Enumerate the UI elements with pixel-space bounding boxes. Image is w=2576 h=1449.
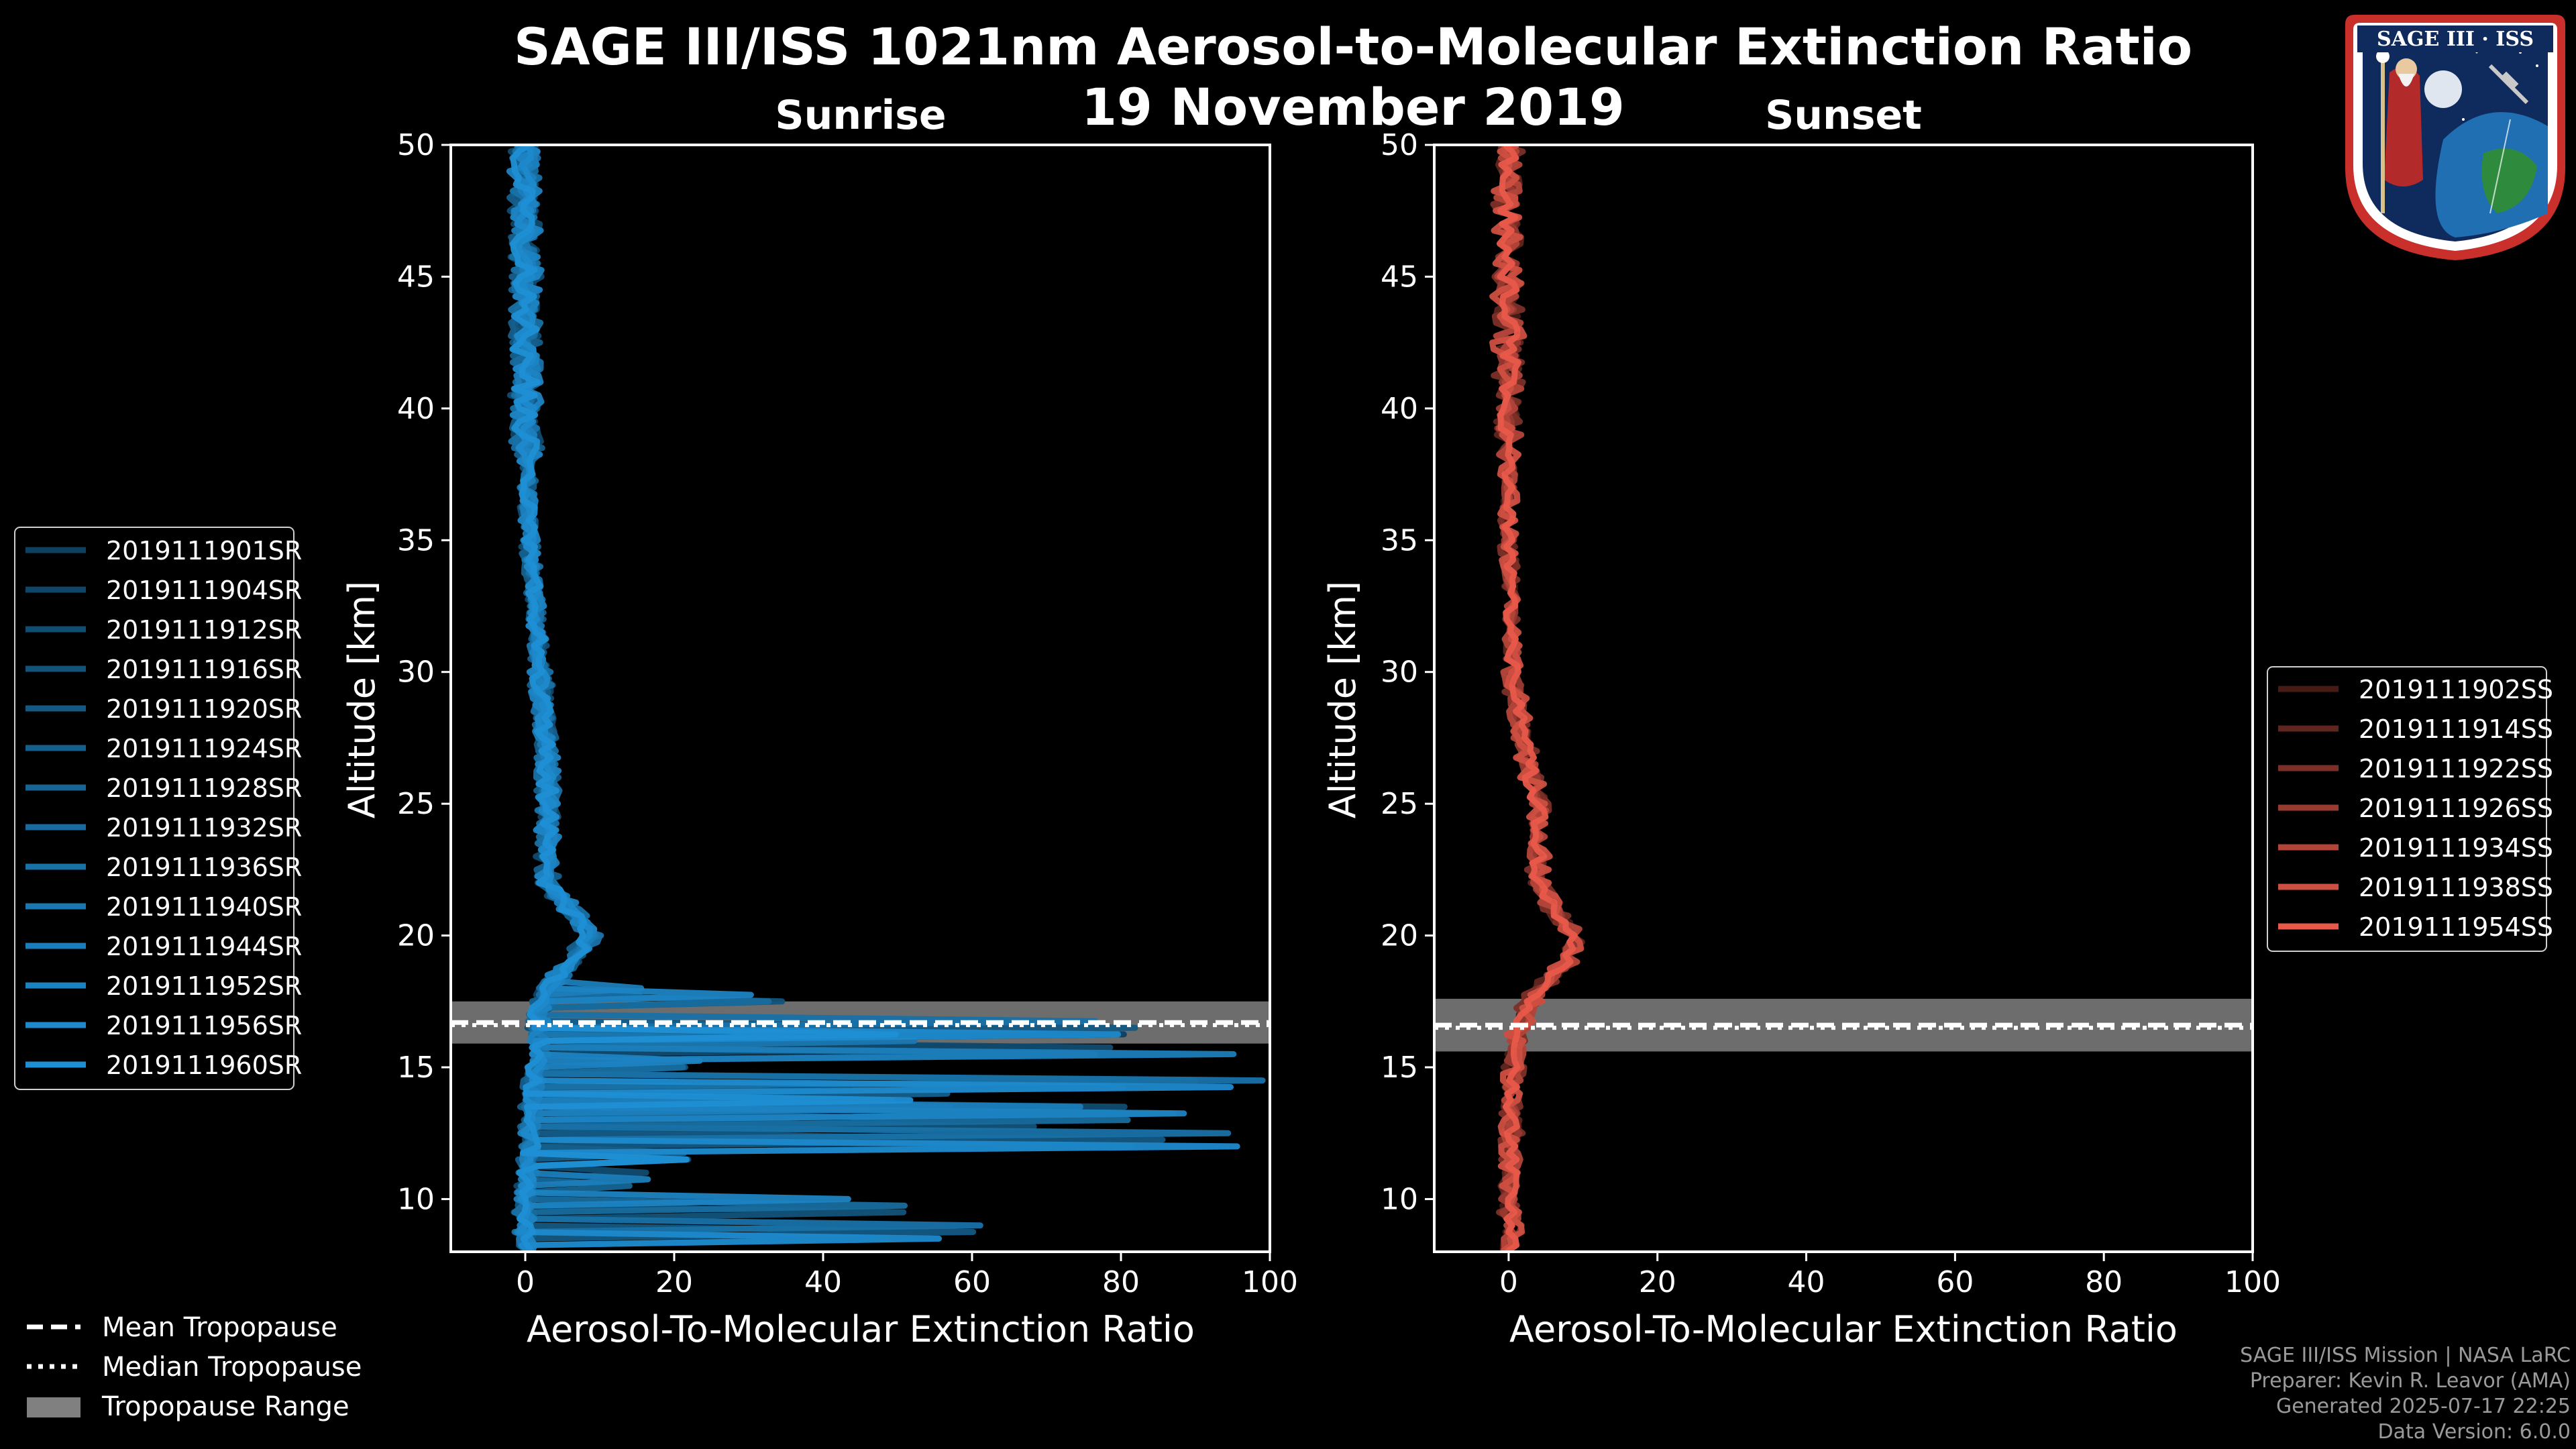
- sunrise-legend-label: 2019111912SR: [106, 615, 302, 645]
- sunrise-xtick-label: 40: [804, 1265, 842, 1299]
- sunrise-xlabel: Aerosol-To-Molecular Extinction Ratio: [527, 1308, 1195, 1350]
- sunset-legend-label: 2019111914SS: [2359, 714, 2553, 744]
- sunrise-legend-label: 2019111924SR: [106, 734, 302, 763]
- median-tropopause-label: Median Tropopause: [102, 1352, 362, 1383]
- sunrise-ytick-label: 20: [397, 919, 435, 953]
- sunrise-legend-entries: 2019111901SR 2019111904SR 2019111912SR 2019…: [25, 536, 302, 1080]
- sunrise-ytick-label: 40: [397, 392, 435, 426]
- sunset-legend-label: 2019111926SS: [2359, 794, 2553, 823]
- sunset-ytick-label: 50: [1381, 128, 1418, 162]
- sunrise-ytick-label: 35: [397, 523, 435, 557]
- mean-tropopause-label: Mean Tropopause: [102, 1312, 337, 1343]
- sunrise-ylabel: Altitude [km]: [341, 581, 383, 818]
- sunset-panel-title: Sunset: [1765, 92, 1922, 139]
- sunset-ytick-label: 10: [1381, 1182, 1418, 1216]
- sage-iii-iss-mission-logo: SAGE III · ISS: [2345, 15, 2565, 260]
- sunrise-xtick-label: 0: [516, 1265, 535, 1299]
- sunrise-legend-label: 2019111940SR: [106, 892, 302, 922]
- sunset-ytick-label: 25: [1381, 787, 1418, 821]
- sunset-ytick-label: 15: [1381, 1051, 1418, 1085]
- sunset-legend-label: 2019111954SS: [2359, 912, 2553, 942]
- sunrise-ytick-label: 45: [397, 260, 435, 294]
- sunset-legend-label: 2019111938SS: [2359, 873, 2553, 902]
- sunrise-ytick-label: 10: [397, 1182, 435, 1216]
- sunrise-legend-label: 2019111901SR: [106, 536, 302, 566]
- sunrise-legend-label: 2019111952SR: [106, 971, 302, 1001]
- sunset-xlabel: Aerosol-To-Molecular Extinction Ratio: [1509, 1308, 2178, 1350]
- sunrise-legend-label: 2019111920SR: [106, 694, 302, 724]
- sunset-xtick-label: 0: [1499, 1265, 1518, 1299]
- sunset-axes-frame: [1433, 144, 2254, 1253]
- sunrise-legend-label: 2019111960SR: [106, 1051, 302, 1080]
- sunrise-legend-label: 2019111932SR: [106, 813, 302, 843]
- sunset-plot-area: [1434, 145, 2253, 1252]
- sunset-legend-label: 2019111902SS: [2359, 675, 2553, 704]
- sunrise-xtick-label: 60: [953, 1265, 991, 1299]
- sunrise-ytick-label: 50: [397, 128, 435, 162]
- sunset-panel: 0 20 40 60 80 100 10 15 20 25 30 35 40 45 50: [1381, 128, 2281, 1299]
- footer-mission: SAGE III/ISS Mission | NASA LaRC: [2240, 1344, 2571, 1367]
- sunrise-ytick-label: 25: [397, 787, 435, 821]
- sunset-ytick-label: 40: [1381, 392, 1418, 426]
- sunrise-legend-label: 2019111956SR: [106, 1011, 302, 1040]
- sunset-legend-label: 2019111922SS: [2359, 754, 2553, 784]
- sunset-xtick-label: 60: [1936, 1265, 1974, 1299]
- sunrise-axes-frame: [449, 144, 1271, 1253]
- sunrise-plot-area: [451, 145, 1270, 1252]
- tropopause-range-swatch: [27, 1397, 80, 1417]
- sunrise-ytick-label: 15: [397, 1051, 435, 1085]
- sunrise-xtick-label: 100: [1242, 1265, 1298, 1299]
- sunrise-legend-frame: [14, 527, 294, 1090]
- main-title: SAGE III/ISS 1021nm Aerosol-to-Molecular…: [514, 17, 2192, 76]
- sunrise-legend-label: 2019111936SR: [106, 853, 302, 882]
- sunset-ytick-label: 20: [1381, 919, 1418, 953]
- sunrise-legend: 2019111901SR 2019111904SR 2019111912SR 2019…: [14, 527, 302, 1090]
- sunrise-ytick-label: 30: [397, 655, 435, 690]
- sunset-ylabel: Altitude [km]: [1322, 581, 1364, 818]
- sunrise-panel: 0 20 40 60 80 100 10 15 20 25 30 35 40 45 50: [397, 128, 1298, 1299]
- footer-data-version: Data Version: 6.0.0: [2377, 1420, 2571, 1444]
- sunrise-xtick-label: 80: [1102, 1265, 1140, 1299]
- sunset-legend-label: 2019111934SS: [2359, 833, 2553, 863]
- sunset-legend-entries: 2019111902SS 2019111914SS 2019111922SS 2019…: [2278, 675, 2553, 942]
- sunset-xtick-label: 40: [1788, 1265, 1825, 1299]
- tropopause-range-label: Tropopause Range: [101, 1391, 350, 1422]
- sunrise-legend-label: 2019111916SR: [106, 655, 302, 684]
- sunrise-legend-label: 2019111944SR: [106, 932, 302, 961]
- sunset-ytick-label: 45: [1381, 260, 1418, 294]
- sunset-series-2019111954SS: [1496, 145, 1578, 1252]
- sunrise-panel-title: Sunrise: [775, 92, 946, 139]
- footer-preparer: Preparer: Kevin R. Leavor (AMA): [2249, 1369, 2571, 1393]
- sunset-ytick-label: 30: [1381, 655, 1418, 690]
- footer-credits: SAGE III/ISS Mission | NASA LaRC Prepare…: [2240, 1343, 2571, 1445]
- sunset-legend: 2019111902SS 2019111914SS 2019111922SS 2019…: [2267, 666, 2553, 952]
- sunrise-series-2019111960SR: [509, 145, 914, 1252]
- sunset-series-2019111938SS: [1489, 145, 1585, 1252]
- sunset-xtick-label: 80: [2085, 1265, 2123, 1299]
- logo-title: SAGE III · ISS: [2377, 28, 2534, 51]
- sunrise-legend-label: 2019111928SR: [106, 773, 302, 803]
- sunset-xtick-label: 20: [1639, 1265, 1676, 1299]
- sunrise-xtick-label: 20: [655, 1265, 693, 1299]
- main-subtitle: 19 November 2019: [1081, 77, 1625, 137]
- sunset-ytick-label: 35: [1381, 523, 1418, 557]
- sunset-xtick-label: 100: [2224, 1265, 2281, 1299]
- tropopause-legend: Mean Tropopause Median Tropopause Tropop…: [27, 1312, 362, 1422]
- sunrise-legend-label: 2019111904SR: [106, 576, 302, 605]
- footer-generated: Generated 2025-07-17 22:25: [2275, 1395, 2571, 1418]
- sunset-legend-frame: [2267, 666, 2547, 952]
